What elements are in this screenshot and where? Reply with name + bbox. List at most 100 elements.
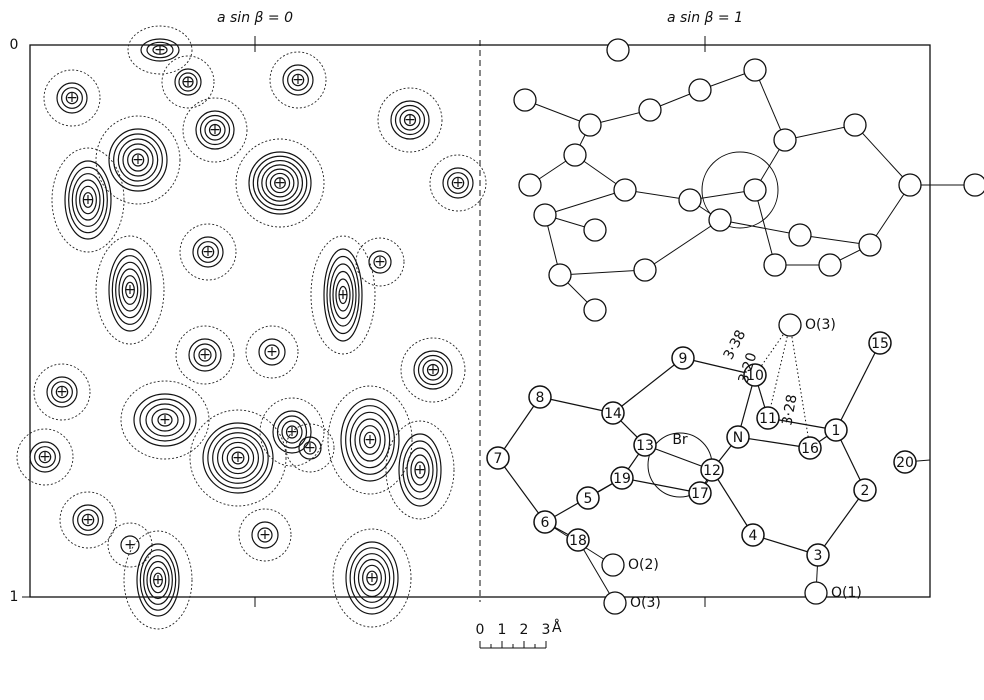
contour	[414, 461, 426, 479]
contour	[451, 176, 465, 190]
scale-label: 0	[476, 622, 485, 638]
oxygen	[804, 581, 828, 605]
contour-dashed	[16, 428, 74, 486]
bond	[577, 539, 616, 604]
contour	[139, 398, 191, 442]
atom	[743, 58, 767, 82]
atom	[533, 510, 557, 534]
bond	[737, 436, 811, 449]
contour	[133, 393, 197, 447]
contact	[789, 324, 811, 449]
atom	[606, 38, 630, 62]
bond	[682, 357, 756, 376]
contour-dashed	[95, 115, 181, 205]
contour	[329, 263, 357, 327]
peak-mark: +	[414, 462, 426, 478]
contour-dashed	[259, 397, 325, 467]
atom-label: 18	[569, 533, 587, 549]
contour	[29, 441, 61, 473]
density-map: +++ ++++++ +++ +++++++++ +++++++++	[16, 25, 487, 630]
contour	[140, 38, 180, 62]
contour	[198, 348, 212, 362]
atom	[700, 458, 724, 482]
contour	[349, 547, 395, 609]
scale-unit: Å	[552, 619, 562, 636]
contour-dashed	[127, 25, 193, 75]
scale-label: 1	[498, 622, 507, 638]
bond	[544, 189, 626, 216]
contour-dashed	[429, 154, 487, 212]
atom-label: 12	[703, 463, 721, 479]
contour	[118, 268, 142, 312]
peak-mark: +	[124, 282, 136, 298]
atom-label: 17	[691, 486, 709, 502]
bond	[754, 69, 786, 141]
contour	[146, 41, 174, 59]
contour	[353, 553, 391, 603]
oxygen-label: O(3)	[805, 317, 836, 333]
bond	[644, 219, 721, 271]
atom	[486, 446, 510, 470]
contour-dashed	[235, 138, 325, 228]
contour	[261, 164, 299, 202]
oxygen-label: O(3)	[630, 595, 661, 611]
bond	[754, 189, 776, 266]
contour	[174, 68, 202, 96]
atom	[518, 173, 542, 197]
contour	[146, 560, 170, 600]
atom-label: 2	[861, 483, 870, 499]
contour	[56, 82, 88, 114]
atom-label: 13	[636, 438, 654, 454]
peak-mark: +	[259, 527, 271, 543]
peak-mark: +	[66, 90, 78, 106]
contour	[108, 248, 152, 332]
peak-mark: +	[364, 432, 376, 448]
contour	[193, 343, 217, 367]
contour	[51, 381, 73, 403]
contour	[363, 431, 377, 449]
atom	[893, 450, 917, 474]
contour	[362, 564, 382, 592]
peak-mark: +	[337, 287, 349, 303]
contour-dashed	[332, 528, 412, 628]
contour	[326, 255, 360, 335]
atom	[566, 528, 590, 552]
contour	[410, 454, 430, 486]
distance-label: 3·28	[779, 393, 800, 426]
bond	[854, 124, 911, 186]
atom	[513, 88, 537, 112]
contour	[202, 422, 274, 494]
contour	[366, 570, 378, 586]
contour	[368, 250, 392, 274]
atom	[678, 188, 702, 212]
contour	[285, 425, 299, 439]
atom	[868, 331, 892, 355]
contour	[208, 123, 222, 137]
contour	[139, 549, 177, 611]
contour	[303, 441, 317, 455]
contour	[402, 440, 438, 500]
atom	[688, 78, 712, 102]
contour	[345, 405, 395, 475]
contour	[291, 73, 305, 87]
contour	[34, 446, 56, 468]
contour	[157, 413, 173, 427]
contour	[79, 185, 97, 215]
oxygen	[778, 313, 802, 337]
contour	[282, 64, 314, 96]
contour	[447, 172, 469, 194]
contour	[55, 385, 69, 399]
bromine-shell	[701, 151, 779, 229]
contour-dashed	[161, 55, 215, 109]
contour	[178, 72, 198, 92]
contour	[231, 451, 245, 465]
contour	[256, 159, 304, 207]
contour-dashed	[189, 409, 287, 507]
contour	[281, 420, 303, 444]
contour	[251, 521, 279, 549]
contour	[192, 236, 224, 268]
contour	[335, 278, 351, 312]
contour-dashed	[400, 337, 466, 403]
peak-mark: +	[404, 112, 416, 128]
contour	[204, 119, 226, 141]
